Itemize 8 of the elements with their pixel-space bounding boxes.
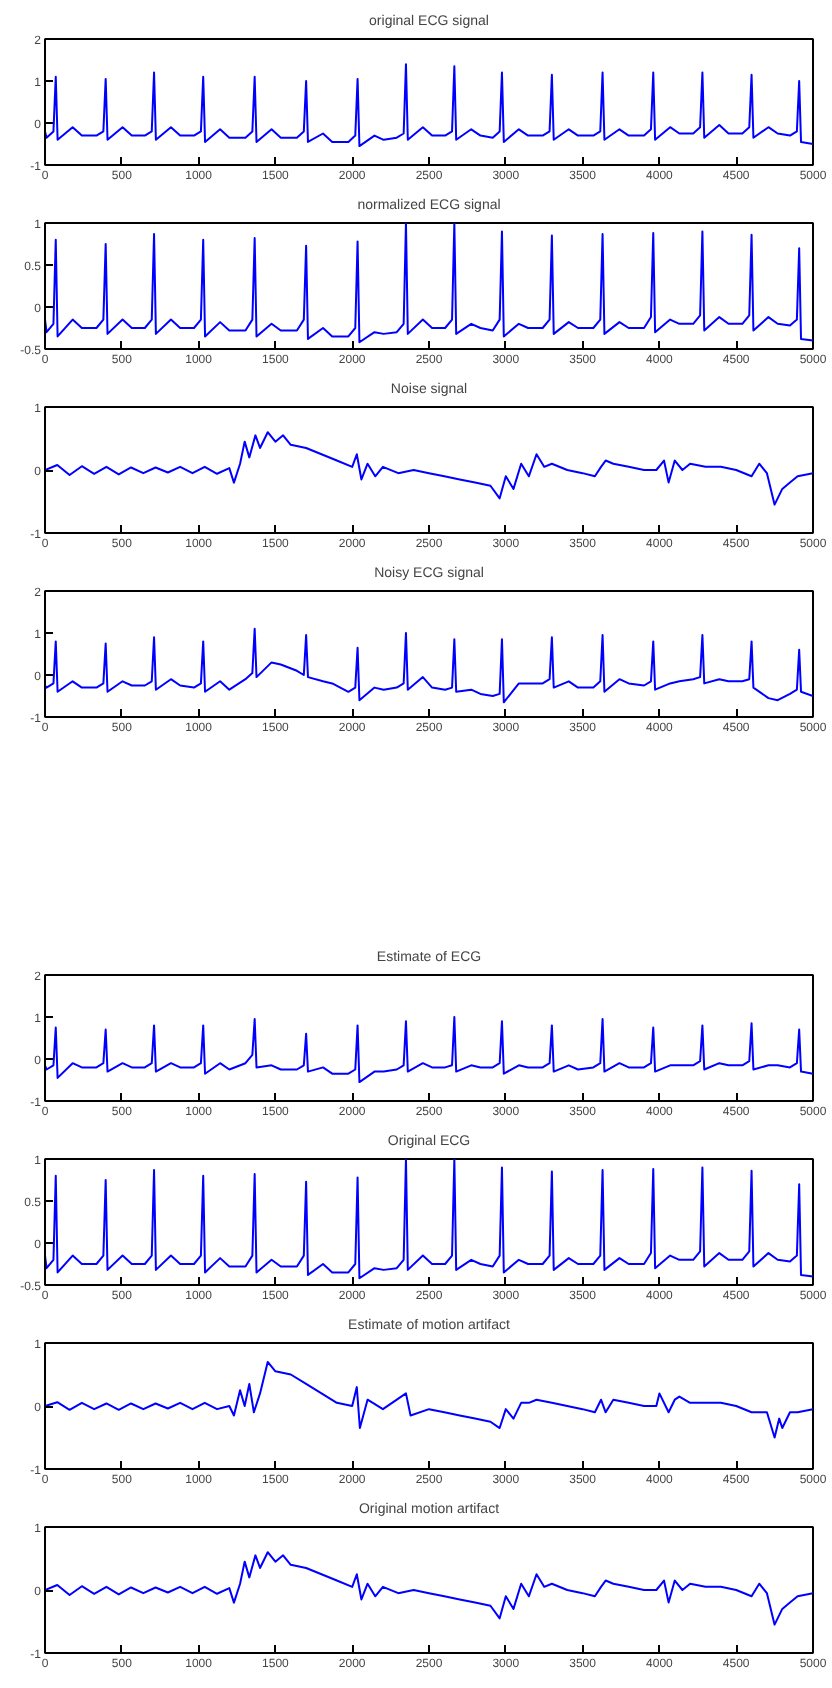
line-series [45, 1551, 813, 1626]
line-series [45, 223, 813, 344]
line-series [45, 431, 813, 506]
line-series [45, 1016, 813, 1084]
line-series [45, 1360, 813, 1439]
line-series [45, 627, 813, 704]
line-series [45, 63, 813, 148]
line-series [45, 1159, 813, 1280]
